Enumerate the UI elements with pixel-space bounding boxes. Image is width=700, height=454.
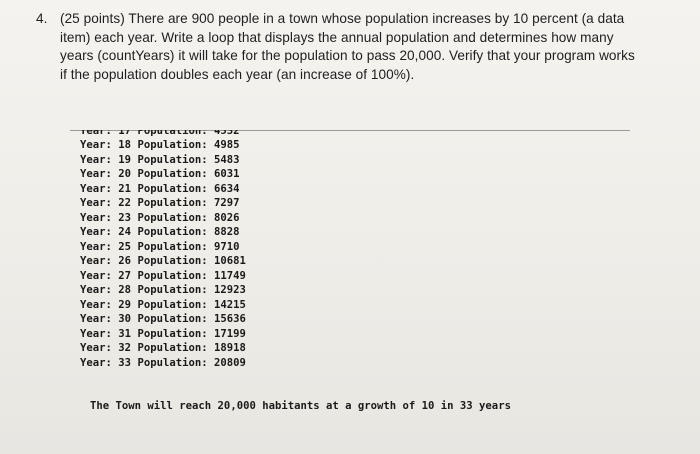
output-population: 6031 [214,168,240,180]
output-row: Year: 20 Population: 6031 [80,167,246,182]
output-year: 27 [118,269,132,282]
output-row: Year: 31 Population: 17199 [80,327,246,342]
output-population: 18918 [214,342,246,354]
output-row: Year: 25 Population: 9710 [80,240,246,255]
output-year-label: Year: [80,327,112,340]
question-text: (25 points) There are 900 people in a to… [60,10,686,84]
screenshot-edge-divider [70,130,630,131]
output-pop-label: Population: [137,342,208,354]
output-pop-label: Population: [137,356,208,369]
output-pop-label: Population: [137,269,208,282]
output-year-label: Year: [80,139,112,151]
output-population: 11749 [214,269,246,282]
output-year-label: Year: [80,342,112,354]
program-output: Year: 17 Population: 4532 Year: 18 Popula… [80,130,246,371]
question-number: 4. [36,11,48,26]
output-year-label: Year: [80,240,112,253]
output-year-label: Year: [80,168,112,180]
question-line: (25 points) There are 900 people in a to… [60,11,625,26]
output-population: 7297 [214,197,240,209]
output-row: Year: 26 Population: 10681 [80,254,246,269]
output-population: 17199 [214,327,246,340]
output-year: 21 [118,182,132,195]
output-year: 26 [118,255,132,267]
output-year-label: Year: [80,356,112,369]
output-year: 18 [118,139,132,151]
output-year: 17 [118,130,132,137]
output-population: 12923 [214,284,246,296]
program-summary: The Town will reach 20,000 habitants at … [90,400,511,412]
output-row: Year: 21 Population: 6634 [80,182,246,197]
output-row: Year: 23 Population: 8026 [80,211,246,226]
output-year: 25 [118,240,132,253]
output-year: 31 [118,327,132,340]
output-year: 20 [118,168,132,180]
output-pop-label: Population: [137,211,208,224]
output-population: 8828 [214,226,240,238]
question-line: if the population doubles each year (an … [60,66,415,82]
output-year: 19 [118,153,132,166]
output-pop-label: Population: [137,255,208,267]
output-row: Year: 24 Population: 8828 [80,225,246,240]
output-pop-label: Population: [137,327,208,340]
output-row: Year: 28 Population: 12923 [80,283,246,298]
output-year-label: Year: [80,255,112,267]
output-year: 23 [118,211,132,224]
output-row: Year: 17 Population: 4532 [80,130,246,138]
output-year: 33 [118,356,132,369]
output-population: 4532 [214,130,240,137]
output-year: 22 [118,197,132,209]
output-pop-label: Population: [137,182,208,195]
output-year-label: Year: [80,211,112,224]
output-year-label: Year: [80,284,112,296]
output-year-label: Year: [80,153,112,166]
output-population: 9710 [214,240,240,253]
output-pop-label: Population: [137,153,208,166]
output-row: Year: 30 Population: 15636 [80,312,246,327]
output-row: Year: 18 Population: 4985 [80,138,246,153]
output-row: Year: 32 Population: 18918 [80,341,246,356]
output-row: Year: 22 Population: 7297 [80,196,246,211]
output-year: 29 [118,298,132,311]
question-line: years (countYears) it will take for the … [60,48,635,63]
output-population: 10681 [214,255,246,267]
output-population: 4985 [214,139,240,151]
output-year: 30 [118,313,132,325]
question-line: item) each year. Write a loop that displ… [60,29,614,45]
output-year-label: Year: [80,313,112,325]
output-year-label: Year: [80,182,112,195]
output-pop-label: Population: [137,226,208,238]
output-year-label: Year: [80,197,112,209]
output-year: 24 [118,226,132,238]
output-pop-label: Population: [137,197,208,209]
output-pop-label: Population: [137,168,208,180]
output-population: 14215 [214,298,246,311]
output-population: 8026 [214,211,240,224]
output-year-label: Year: [80,269,112,282]
output-pop-label: Population: [137,240,208,253]
output-population: 6634 [214,182,240,195]
output-pop-label: Population: [137,284,208,296]
output-year: 32 [118,342,132,354]
output-pop-label: Population: [137,313,208,325]
output-pop-label: Population: [137,130,208,137]
output-year: 28 [118,284,132,296]
output-year-label: Year: [80,298,112,311]
output-population: 5483 [214,153,240,166]
output-row: Year: 29 Population: 14215 [80,298,246,313]
output-row: Year: 27 Population: 11749 [80,269,246,284]
output-population: 20809 [214,356,246,369]
output-year-label: Year: [80,226,112,238]
output-row: Year: 19 Population: 5483 [80,153,246,168]
output-row: Year: 33 Population: 20809 [80,356,246,371]
output-year-label: Year: [80,130,112,137]
output-pop-label: Population: [137,139,208,151]
output-population: 15636 [214,313,246,325]
question-block: 4. (25 points) There are 900 people in a… [36,10,686,84]
output-pop-label: Population: [137,298,208,311]
